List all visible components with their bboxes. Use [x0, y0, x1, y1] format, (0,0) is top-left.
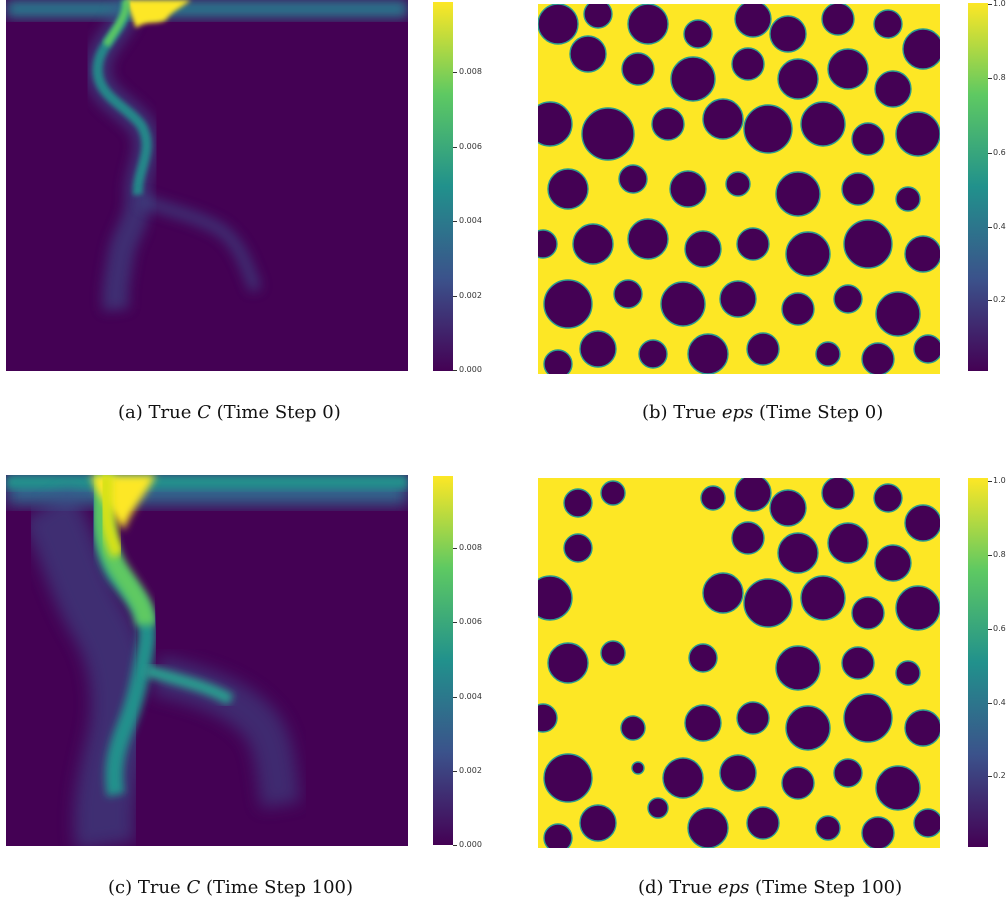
colorbar-tick-label: 1.0 — [993, 0, 1006, 8]
colorbar-tick-label: 0.004 — [459, 692, 482, 701]
colorbar-tick-label: 0.006 — [459, 617, 482, 626]
caption-d: (d) True eps (Time Step 100) — [638, 877, 903, 898]
caption-b: (b) True eps (Time Step 0) — [642, 402, 884, 423]
colorbar-tick-label: 0.002 — [459, 766, 482, 775]
colorbar-tick — [453, 622, 457, 623]
heatmap-c-step0 — [6, 0, 408, 371]
colorbar-c-step100 — [433, 476, 453, 845]
colorbar-tick-label: 1.0 — [993, 476, 1006, 485]
colorbar-eps-step100 — [968, 478, 988, 847]
colorbar-tick — [988, 78, 992, 79]
colorbar-c-step0 — [433, 2, 453, 371]
colorbar-tick — [453, 548, 457, 549]
colorbar-tick — [988, 227, 992, 228]
colorbar-tick — [453, 72, 457, 73]
heatmap-eps-step100 — [538, 478, 940, 848]
colorbar-tick-label: 0.000 — [459, 840, 482, 849]
colorbar-tick-label: 0.008 — [459, 67, 482, 76]
heatmap-c-step100 — [6, 475, 408, 846]
colorbar-tick-label: 0.2 — [993, 771, 1006, 780]
colorbar-tick-label: 0.006 — [459, 142, 482, 151]
caption-c: (c) True C (Time Step 100) — [108, 877, 354, 898]
colorbar-tick — [453, 697, 457, 698]
colorbar-eps-step0 — [968, 3, 988, 371]
colorbar-tick — [988, 555, 992, 556]
colorbar-tick — [453, 370, 457, 371]
colorbar-tick — [988, 703, 992, 704]
colorbar-tick-label: 0.6 — [993, 148, 1006, 157]
heatmap-eps-step0 — [538, 4, 940, 374]
colorbar-tick — [988, 481, 992, 482]
caption-a: (a) True C (Time Step 0) — [118, 402, 341, 423]
colorbar-tick — [453, 221, 457, 222]
colorbar-tick-label: 0.4 — [993, 222, 1006, 231]
colorbar-tick — [988, 4, 992, 5]
colorbar-tick-label: 0.8 — [993, 73, 1006, 82]
colorbar-tick — [453, 296, 457, 297]
colorbar-tick — [988, 300, 992, 301]
colorbar-tick-label: 0.004 — [459, 216, 482, 225]
colorbar-tick-label: 0.8 — [993, 550, 1006, 559]
colorbar-tick-label: 0.4 — [993, 698, 1006, 707]
colorbar-tick — [988, 153, 992, 154]
colorbar-tick-label: 0.2 — [993, 295, 1006, 304]
colorbar-tick — [453, 771, 457, 772]
colorbar-tick-label: 0.002 — [459, 291, 482, 300]
colorbar-tick-label: 0.008 — [459, 543, 482, 552]
colorbar-tick — [988, 629, 992, 630]
colorbar-tick — [453, 147, 457, 148]
colorbar-tick-label: 0.6 — [993, 624, 1006, 633]
colorbar-tick — [453, 845, 457, 846]
colorbar-tick — [988, 776, 992, 777]
colorbar-tick-label: 0.000 — [459, 365, 482, 374]
